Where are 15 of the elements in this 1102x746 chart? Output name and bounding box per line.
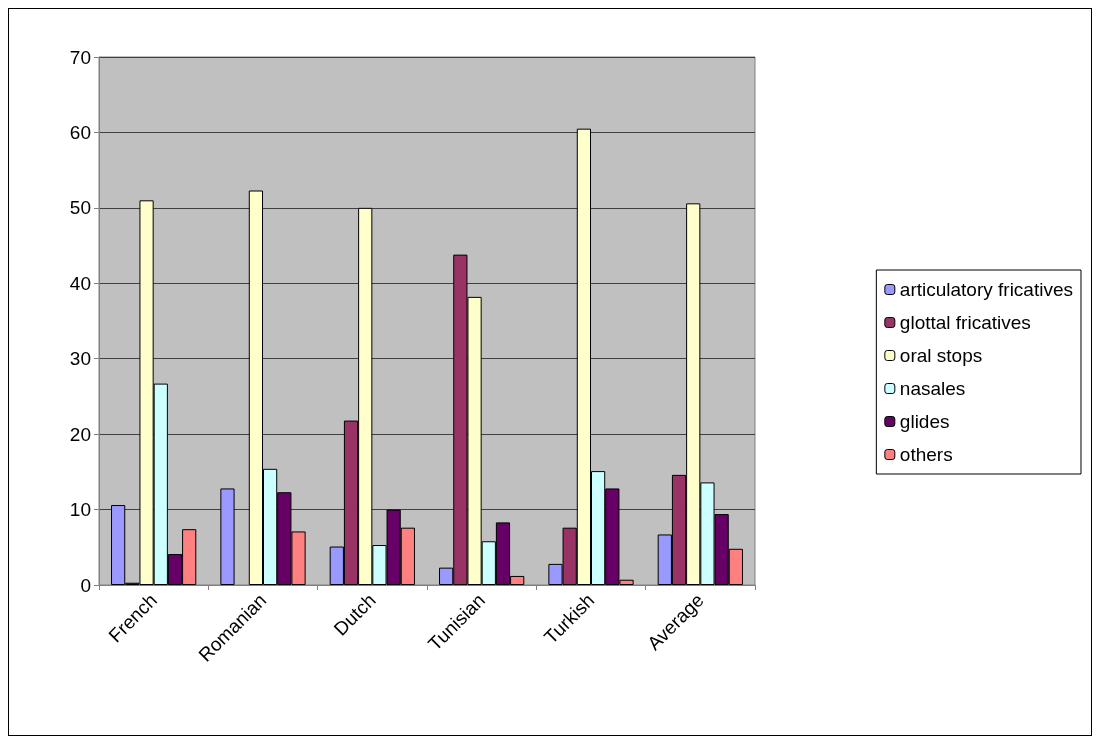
y-tick-label: 30 <box>69 348 91 370</box>
bar <box>220 488 235 585</box>
y-tick-label: 60 <box>69 121 91 143</box>
y-tick-label: 0 <box>80 574 91 596</box>
y-tick-label: 50 <box>69 197 91 219</box>
y-tick-label: 70 <box>69 46 91 68</box>
y-tick-label: 20 <box>69 423 91 445</box>
legend-label: nasales <box>899 378 966 399</box>
legend-label: articulatory fricatives <box>899 279 1074 300</box>
legend-label: others <box>899 444 953 465</box>
y-tick-label: 10 <box>69 499 91 521</box>
legend-label: oral stops <box>899 345 983 366</box>
legend-label: glottal fricatives <box>899 312 1031 333</box>
y-tick-label: 40 <box>69 272 91 294</box>
legend-label: glides <box>899 411 950 432</box>
